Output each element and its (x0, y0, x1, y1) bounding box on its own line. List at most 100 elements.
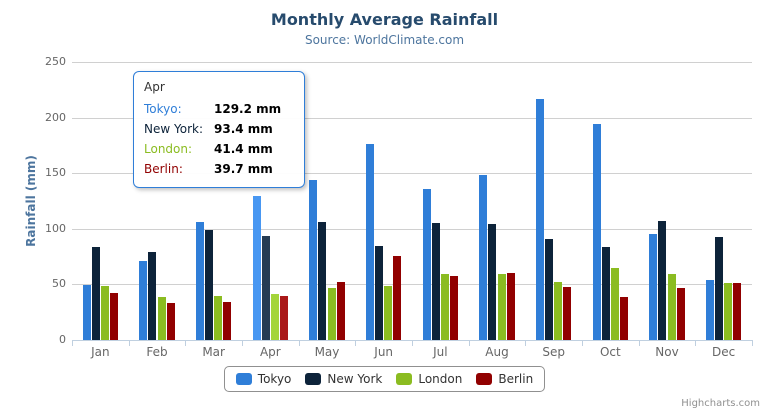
column-berlin-may[interactable] (336, 281, 345, 340)
credits-link[interactable]: Highcharts.com (681, 398, 760, 409)
x-axis-tick (72, 341, 73, 346)
column-new-york-oct[interactable] (601, 247, 610, 340)
column-new-york-aug[interactable] (488, 224, 497, 340)
column-tokyo-jan[interactable] (82, 284, 91, 340)
x-axis-tick (185, 341, 187, 346)
y-axis-label: 0 (59, 333, 66, 346)
column-berlin-jul[interactable] (450, 276, 459, 340)
column-london-aug[interactable] (497, 273, 506, 340)
tooltip-rows: Tokyo: 129.2 mm New York: 93.4 mm London: 41.… (144, 99, 294, 179)
column-tokyo-jul[interactable] (422, 189, 431, 340)
column-berlin-jan[interactable] (110, 292, 119, 340)
column-london-jan[interactable] (100, 285, 109, 340)
x-axis-label: Sep (542, 345, 565, 359)
column-tokyo-may[interactable] (309, 179, 318, 340)
column-berlin-dec[interactable] (733, 283, 742, 340)
column-london-sep[interactable] (554, 281, 563, 340)
x-axis-label: Apr (259, 345, 281, 359)
legend-item-london[interactable]: London (396, 372, 462, 386)
legend-swatch-icon (235, 373, 252, 385)
gridline (72, 284, 752, 286)
column-london-apr[interactable] (270, 293, 279, 340)
x-axis-tick (468, 341, 470, 346)
tooltip-series-label: Tokyo: (144, 102, 182, 116)
legend-item-new-york[interactable]: New York (305, 372, 382, 386)
column-london-jun[interactable] (384, 286, 393, 340)
plot-area (72, 62, 752, 340)
legend-swatch-icon (476, 373, 493, 385)
column-new-york-dec[interactable] (715, 237, 724, 340)
column-london-dec[interactable] (724, 283, 733, 340)
y-axis-label: 250 (45, 55, 66, 68)
column-new-york-feb[interactable] (148, 252, 157, 340)
tooltip-series-label: Berlin: (144, 162, 183, 176)
legend-item-label: New York (327, 372, 383, 386)
x-axis-line (72, 340, 753, 341)
x-axis-label: Feb (146, 345, 168, 359)
legend-box: Tokyo New York London Berlin (223, 366, 546, 392)
column-london-jul[interactable] (440, 274, 449, 340)
tooltip-series-label: New York: (144, 122, 203, 136)
column-berlin-oct[interactable] (620, 296, 629, 340)
column-tokyo-apr[interactable] (252, 196, 261, 340)
column-tokyo-feb[interactable] (139, 260, 148, 340)
x-axis-tick (242, 341, 243, 346)
column-london-oct[interactable] (610, 267, 619, 340)
column-new-york-jul[interactable] (431, 223, 440, 340)
tooltip-row: Berlin: 39.7 mm (144, 159, 294, 179)
column-new-york-may[interactable] (318, 222, 327, 340)
column-tokyo-oct[interactable] (592, 124, 601, 340)
gridline (72, 62, 752, 63)
column-london-may[interactable] (327, 287, 336, 340)
column-new-york-sep[interactable] (545, 238, 554, 340)
x-axis-label: Oct (599, 345, 621, 359)
x-axis-tick (638, 341, 640, 346)
x-axis-tick (695, 341, 697, 346)
legend-item-tokyo[interactable]: Tokyo (235, 372, 291, 386)
x-axis-tick (412, 341, 413, 346)
column-london-nov[interactable] (667, 274, 676, 340)
column-tokyo-mar[interactable] (195, 221, 204, 340)
column-berlin-nov[interactable] (676, 287, 685, 340)
column-berlin-aug[interactable] (506, 272, 515, 340)
column-tokyo-jun[interactable] (365, 144, 374, 340)
column-tokyo-nov[interactable] (649, 233, 658, 340)
column-berlin-sep[interactable] (563, 287, 572, 340)
x-axis-tick (752, 341, 753, 346)
y-axis-label: 150 (45, 166, 66, 180)
column-new-york-apr[interactable] (261, 236, 270, 340)
column-tokyo-sep[interactable] (535, 99, 544, 340)
x-axis-label: Dec (712, 345, 736, 359)
x-axis-label: May (314, 345, 340, 359)
gridline (72, 173, 752, 175)
column-new-york-mar[interactable] (205, 230, 214, 340)
column-new-york-jan[interactable] (91, 247, 100, 340)
column-new-york-jun[interactable] (375, 246, 384, 340)
column-london-mar[interactable] (214, 296, 223, 340)
x-axis-label: Mar (202, 345, 225, 359)
tooltip-row: Tokyo: 129.2 mm (144, 99, 294, 119)
column-berlin-mar[interactable] (223, 301, 232, 340)
legend-item-label: London (418, 372, 463, 386)
column-tokyo-aug[interactable] (479, 174, 488, 340)
chart-subtitle: Source: WorldClimate.com (304, 33, 465, 47)
column-london-feb[interactable] (157, 296, 166, 340)
column-new-york-nov[interactable] (658, 221, 667, 340)
column-tokyo-dec[interactable] (705, 279, 714, 340)
gridline (72, 228, 752, 230)
tooltip-value: 39.7 mm (214, 162, 273, 176)
tooltip-value: 129.2 mm (214, 102, 282, 116)
export-menu-button[interactable] (731, 15, 757, 39)
tooltip-value: 93.4 mm (214, 122, 273, 136)
x-axis-label: Nov (655, 345, 679, 359)
tooltip: Apr Tokyo: 129.2 mm New York: 93.4 mm London… (133, 71, 305, 188)
column-berlin-jun[interactable] (393, 256, 402, 340)
x-axis-label: Jan (91, 345, 110, 359)
column-berlin-feb[interactable] (166, 303, 175, 340)
x-axis-tick (525, 341, 527, 346)
chart-title: Monthly Average Rainfall (270, 10, 499, 29)
legend-item-berlin[interactable]: Berlin (476, 372, 533, 386)
column-berlin-apr[interactable] (280, 295, 289, 340)
y-axis-label: 50 (52, 277, 66, 291)
